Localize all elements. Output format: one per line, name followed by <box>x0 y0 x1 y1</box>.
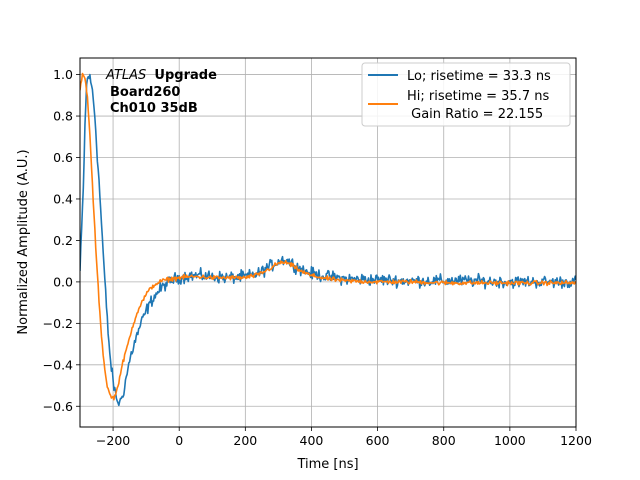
y-tick-label: −0.4 <box>43 357 73 372</box>
board-label: Board260 <box>110 85 180 100</box>
x-tick-label: 1200 <box>560 433 592 448</box>
y-tick-label: 0.8 <box>53 109 73 124</box>
x-tick-label: 400 <box>300 433 324 448</box>
legend-label-lo: Lo; risetime = 33.3 ns <box>407 69 551 84</box>
upgrade-label: Upgrade <box>154 68 217 83</box>
axis-ticks: −200 0 200 400 600 800 1000 1200 −0.6 −0.4 −0.2 0.0… <box>43 67 592 448</box>
x-axis-label: Time [ns] <box>296 457 358 472</box>
atlas-label: ATLAS <box>105 68 146 83</box>
plot-frame <box>79 57 577 428</box>
y-tick-label: 0.6 <box>53 150 73 165</box>
y-tick-label: −0.2 <box>43 316 73 331</box>
y-tick-label: −0.6 <box>43 399 73 414</box>
x-tick-label: 0 <box>175 433 183 448</box>
x-tick-label: 1000 <box>494 433 526 448</box>
legend-box <box>361 62 571 127</box>
y-tick-label: 1.0 <box>53 67 73 82</box>
y-tick-label: 0.4 <box>53 191 73 206</box>
legend: Lo; risetime = 33.3 ns Hi; risetime = 35… <box>361 62 571 127</box>
svg-text:ATLAS Upgrade: ATLAS Upgrade <box>105 68 217 83</box>
x-tick-label: −200 <box>96 433 130 448</box>
y-tick-label: 0.0 <box>53 274 73 289</box>
x-tick-label: 600 <box>366 433 390 448</box>
series-line-hi <box>80 72 576 401</box>
atlas-annotation: ATLAS Upgrade Board260 Ch010 35dB <box>105 68 217 116</box>
x-tick-label: 800 <box>432 433 456 448</box>
legend-label-hi: Hi; risetime = 35.7 ns <box>407 89 549 104</box>
x-tick-label: 200 <box>233 433 257 448</box>
y-axis-label: Normalized Amplitude (A.U.) <box>16 149 31 334</box>
legend-label-gain: Gain Ratio = 22.155 <box>407 107 543 122</box>
y-tick-label: 0.2 <box>53 233 73 248</box>
channel-label: Ch010 35dB <box>110 101 198 116</box>
series-layer <box>80 72 576 407</box>
